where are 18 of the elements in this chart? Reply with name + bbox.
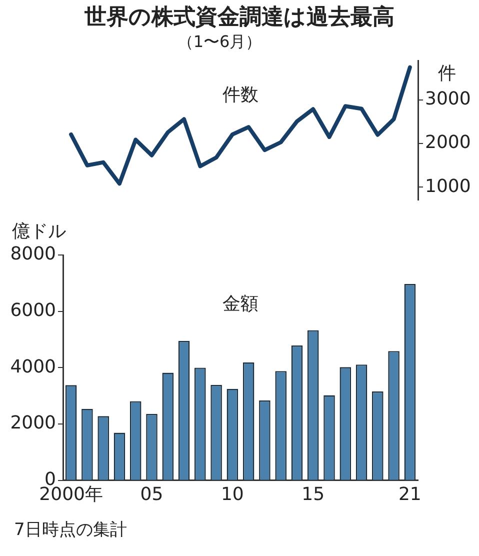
y-tick-label: 1000 — [425, 176, 471, 197]
chart-title: 世界の株式資金調達は過去最高 — [84, 4, 396, 32]
x-tick-label: 05 — [140, 484, 164, 505]
x-tick-label: 15 — [302, 484, 325, 505]
y-tick-label: 2000 — [10, 412, 56, 434]
text: 7日時点の集計 — [14, 519, 127, 541]
x-tick-label: 21 — [398, 484, 422, 505]
y-axis-title: 億ドル — [12, 221, 66, 242]
y-tick-label: 3000 — [425, 88, 471, 110]
y-tick-label: 2000 — [425, 132, 471, 154]
x-tick-label: 10 — [220, 484, 244, 505]
y-tick-label: 8000 — [10, 244, 56, 265]
chart-subtitle: （1〜6月） — [176, 32, 263, 53]
y-tick-label: 6000 — [10, 300, 56, 322]
annotation: 件数 — [222, 84, 258, 106]
y-axis-title: 件 — [438, 62, 456, 84]
y-tick-label: 4000 — [10, 356, 56, 378]
annotation: 金額 — [222, 293, 258, 314]
